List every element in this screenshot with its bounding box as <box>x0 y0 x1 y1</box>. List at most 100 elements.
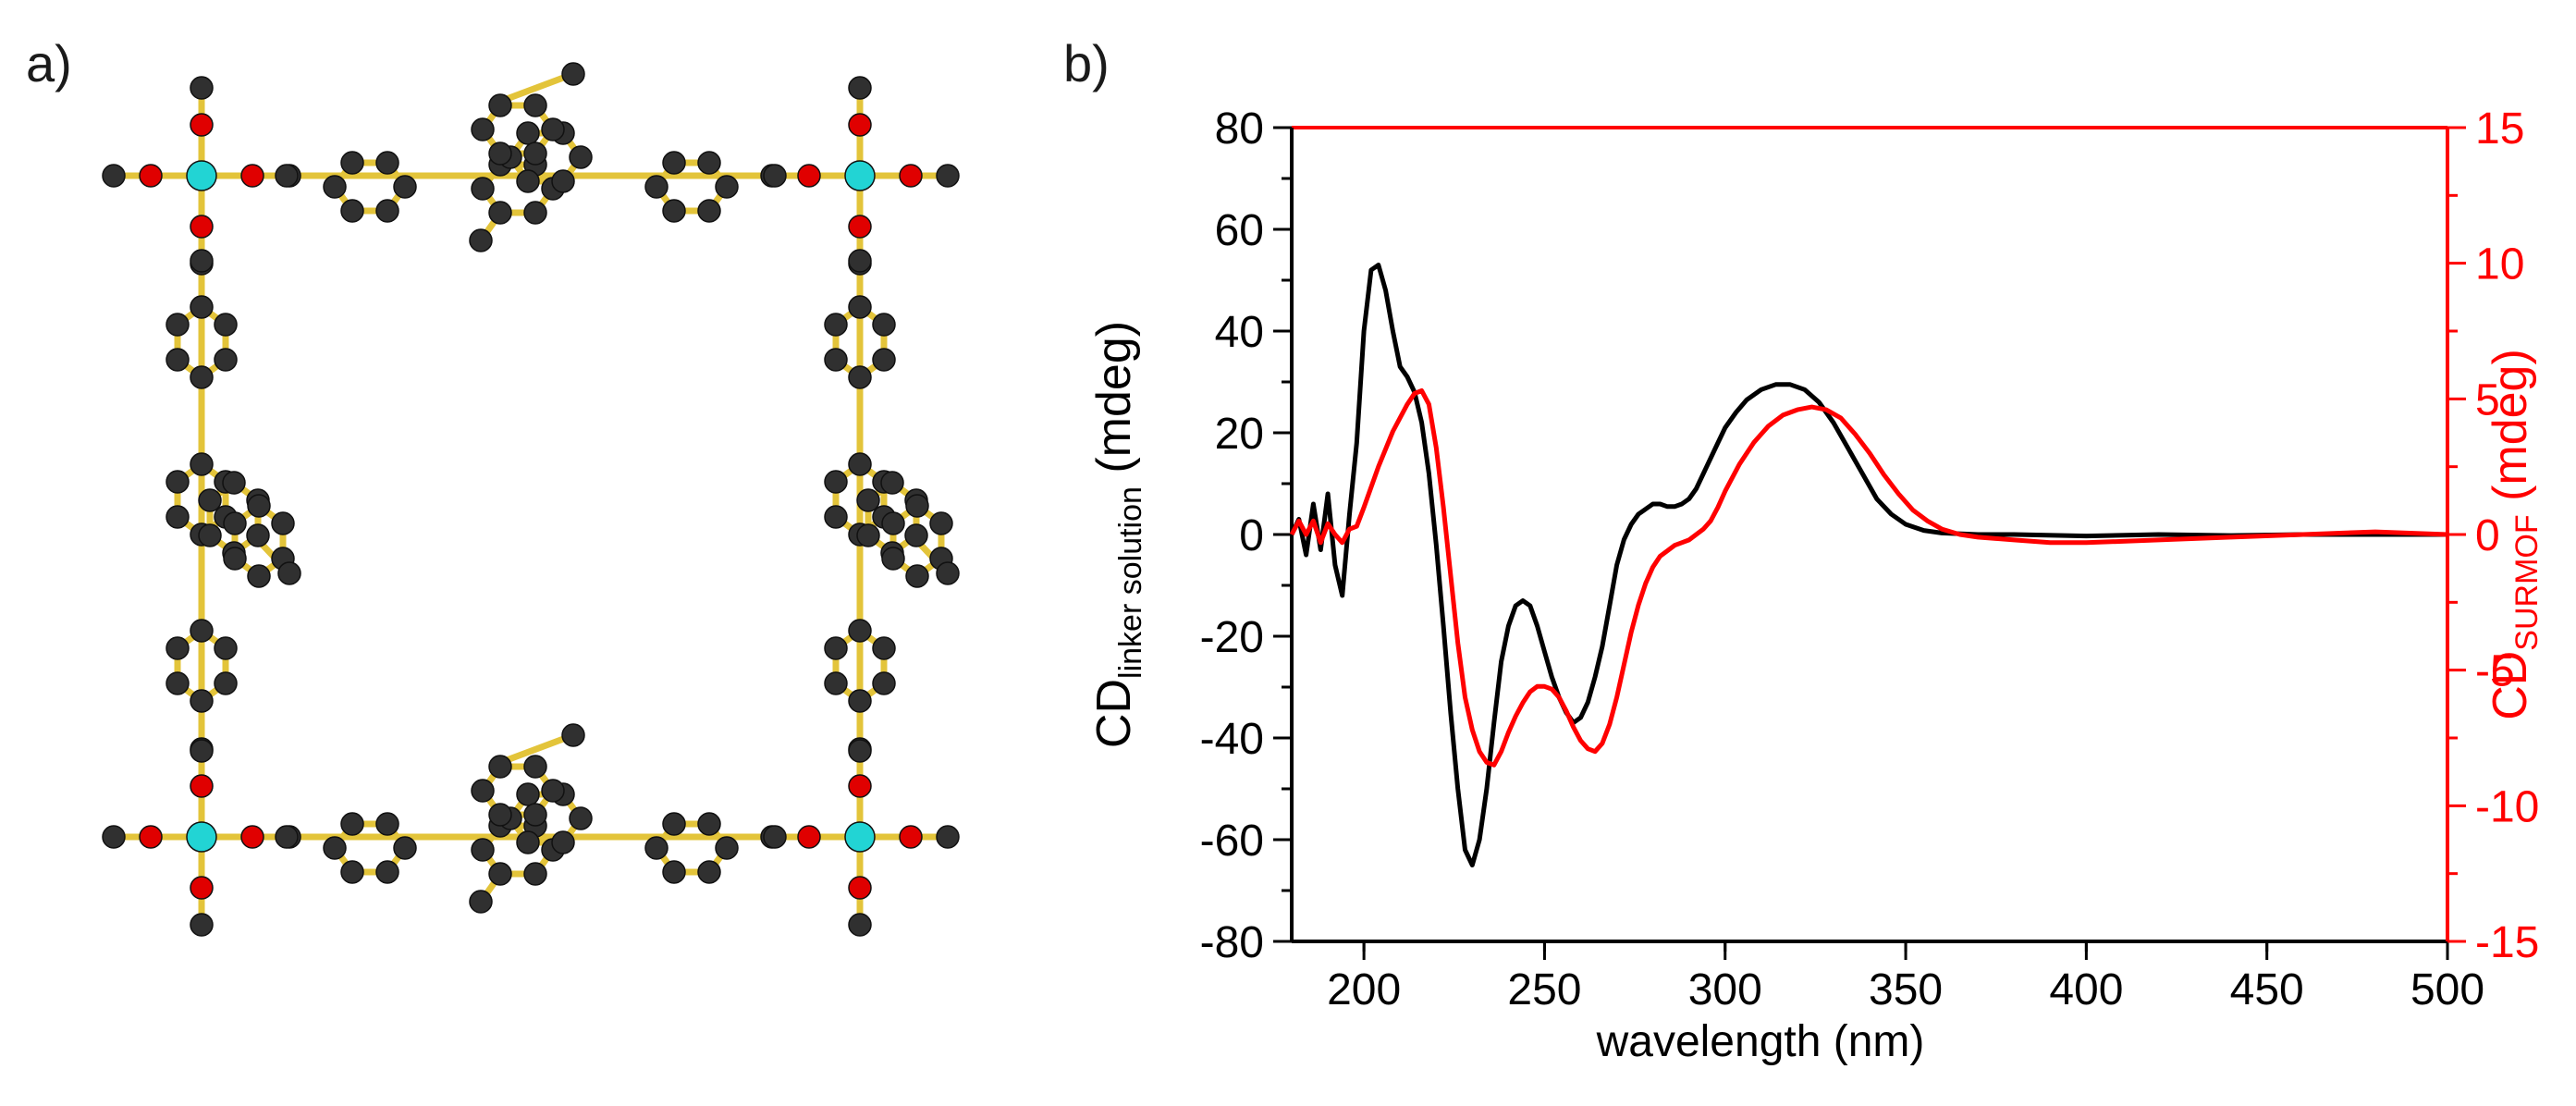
oxygen-atom <box>899 164 923 188</box>
left-y-axis-ticks: 80 60 40 20 0 -20 -40 -60 -80 <box>1200 104 1292 967</box>
carbon-atom <box>905 494 929 518</box>
carbon-atom <box>516 169 540 193</box>
x-tick-label: 250 <box>1507 965 1581 1014</box>
right-y-tick-label: 0 <box>2475 511 2500 560</box>
oxygen-atom <box>797 825 821 849</box>
oxygen-atom <box>190 876 214 900</box>
carbon-atom <box>569 145 593 169</box>
carbon-atom <box>848 739 872 763</box>
carbon-atom <box>561 723 585 747</box>
left-y-tick-label: -80 <box>1200 918 1264 967</box>
right-y-label-sub: SURMOF <box>2509 514 2545 650</box>
carbon-atom <box>190 913 214 937</box>
carbon-atom <box>697 812 721 836</box>
bond <box>496 731 577 767</box>
carbon-atom <box>340 860 364 884</box>
right-y-label-main: CD <box>2484 651 2537 720</box>
carbon-atom <box>488 201 512 225</box>
carbon-atom <box>881 547 905 571</box>
carbon-atom <box>824 505 848 529</box>
left-y-tick-label: -60 <box>1200 817 1264 866</box>
metal-atom <box>844 160 876 191</box>
carbon-atom <box>223 511 247 535</box>
carbon-atom <box>697 199 721 223</box>
carbon-atom <box>222 471 246 495</box>
carbon-atom <box>541 779 565 803</box>
series-lines <box>1289 263 2448 867</box>
oxygen-atom <box>848 876 872 900</box>
carbon-atom <box>848 452 872 476</box>
carbon-atom <box>848 689 872 713</box>
carbon-atom <box>223 547 247 571</box>
carbon-atom <box>323 836 347 860</box>
x-axis-ticks: 200 250 300 350 400 450 500 <box>1327 941 2484 1014</box>
carbon-atom <box>198 523 222 547</box>
carbon-atom <box>190 365 214 389</box>
x-tick-label: 350 <box>1869 965 1943 1014</box>
carbon-atom <box>824 348 848 372</box>
right-y-tick-label: -5 <box>2475 647 2515 696</box>
carbon-atom <box>275 825 299 849</box>
carbon-atom <box>214 671 238 695</box>
carbon-atom <box>872 636 896 660</box>
carbon-atom <box>166 671 190 695</box>
carbon-atom <box>102 825 126 849</box>
carbon-atom <box>190 739 214 763</box>
carbon-atom <box>644 836 669 860</box>
carbon-atom <box>872 313 896 337</box>
carbon-atom <box>190 452 214 476</box>
carbon-atom <box>551 169 575 193</box>
x-tick-label: 500 <box>2410 965 2484 1014</box>
carbon-atom <box>166 636 190 660</box>
carbon-atom <box>662 812 686 836</box>
carbon-atom <box>247 564 271 588</box>
carbon-atom <box>375 151 399 175</box>
carbon-atom <box>523 141 547 166</box>
panel-label-b: b) <box>1063 34 1110 92</box>
carbon-atom <box>697 151 721 175</box>
carbon-atom <box>881 511 905 535</box>
carbon-atom <box>523 862 547 886</box>
framework-atoms <box>102 62 960 937</box>
carbon-atom <box>488 141 512 166</box>
carbon-atom <box>848 365 872 389</box>
carbon-atom <box>340 812 364 836</box>
left-y-label-sub: linker solution <box>1113 486 1148 679</box>
carbon-atom <box>848 295 872 319</box>
carbon-atom <box>393 836 417 860</box>
carbon-atom <box>872 671 896 695</box>
carbon-atom <box>516 121 540 145</box>
bond <box>496 70 577 105</box>
panel-label-a: a) <box>26 34 72 92</box>
carbon-atom <box>936 825 960 849</box>
carbon-atom <box>523 755 547 779</box>
carbon-atom <box>166 348 190 372</box>
oxygen-atom <box>139 164 163 188</box>
carbon-atom <box>561 62 585 86</box>
carbon-atom <box>471 779 495 803</box>
carbon-atom <box>824 636 848 660</box>
carbon-atom <box>190 295 214 319</box>
left-y-tick-label: 40 <box>1215 308 1264 357</box>
carbon-atom <box>247 494 271 518</box>
carbon-atom <box>523 803 547 827</box>
x-tick-label: 300 <box>1688 965 1762 1014</box>
x-tick-label: 450 <box>2230 965 2304 1014</box>
left-y-tick-label: 20 <box>1215 410 1264 459</box>
carbon-atom <box>763 825 787 849</box>
carbon-atom <box>905 564 929 588</box>
carbon-atom <box>763 164 787 188</box>
oxygen-atom <box>139 825 163 849</box>
carbon-atom <box>551 830 575 854</box>
oxygen-atom <box>848 113 872 137</box>
carbon-atom <box>644 175 669 199</box>
x-axis-label: wavelength (nm) <box>1596 1017 1925 1066</box>
oxygen-atom <box>240 164 264 188</box>
carbon-atom <box>880 471 904 495</box>
left-y-axis-label: CDlinker solution (mdeg) <box>1087 321 1148 748</box>
left-y-tick-label: 0 <box>1239 511 1264 560</box>
left-y-tick-label: -40 <box>1200 715 1264 764</box>
x-tick-label: 400 <box>2049 965 2123 1014</box>
carbon-atom <box>904 523 928 547</box>
